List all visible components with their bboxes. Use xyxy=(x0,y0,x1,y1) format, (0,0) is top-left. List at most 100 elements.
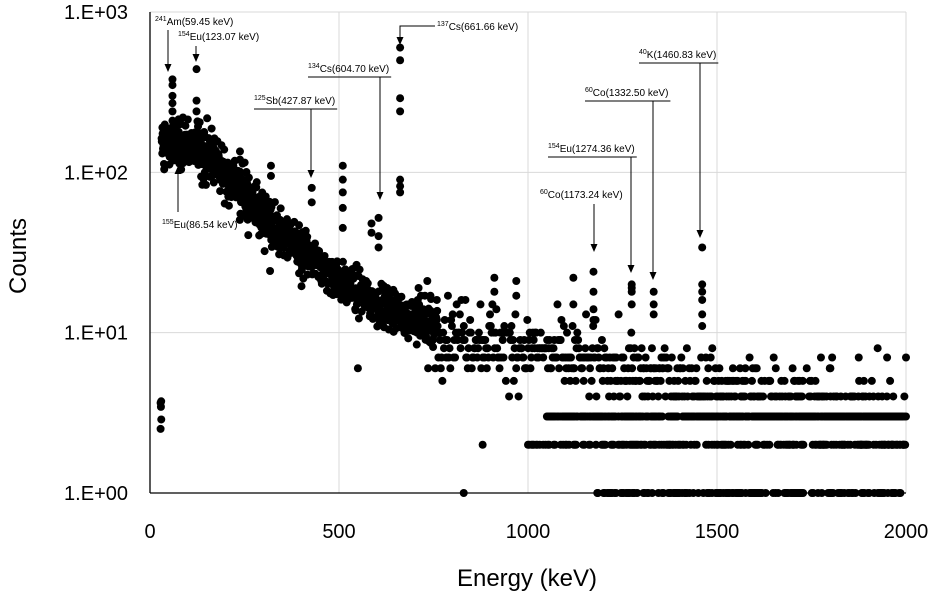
data-point xyxy=(900,440,909,449)
y-tick-label: 1.E+02 xyxy=(64,162,128,184)
peak-point xyxy=(168,75,177,84)
data-point xyxy=(443,336,452,345)
data-point xyxy=(692,364,701,373)
data-point xyxy=(303,243,312,252)
peak-point xyxy=(168,99,177,108)
y-tick-label: 1.E+01 xyxy=(64,323,128,345)
data-point xyxy=(630,344,639,353)
data-point xyxy=(797,392,806,401)
data-point xyxy=(529,336,538,345)
y-tick-label: 1.E+03 xyxy=(64,2,128,24)
data-point xyxy=(203,114,212,123)
annotation-arrow-line xyxy=(399,25,435,37)
data-point xyxy=(704,364,713,373)
peak-point xyxy=(396,188,405,197)
x-axis-title: Energy (keV) xyxy=(457,565,597,592)
data-point xyxy=(495,364,504,373)
data-point xyxy=(418,328,427,337)
annotation-arrow-head xyxy=(627,265,635,273)
peak-point xyxy=(490,287,499,296)
data-point xyxy=(262,229,271,238)
data-point xyxy=(247,209,256,218)
data-point xyxy=(436,364,445,373)
peak-point xyxy=(235,155,244,164)
data-point xyxy=(766,376,775,385)
data-point xyxy=(333,257,342,266)
data-point xyxy=(706,353,715,362)
data-point xyxy=(708,344,717,353)
peak-point xyxy=(168,81,177,90)
data-point xyxy=(828,353,837,362)
data-point xyxy=(286,225,295,234)
data-point xyxy=(476,300,485,309)
data-point xyxy=(466,315,475,324)
data-point xyxy=(509,376,518,385)
data-point xyxy=(175,120,184,129)
data-point xyxy=(636,376,645,385)
data-point xyxy=(433,322,442,331)
peak-point xyxy=(168,107,177,116)
data-point xyxy=(550,440,559,449)
data-point xyxy=(593,344,602,353)
data-point xyxy=(474,344,483,353)
data-point xyxy=(741,364,750,373)
annotation-arrow-line xyxy=(548,156,637,265)
data-point xyxy=(486,310,495,319)
data-point xyxy=(619,353,628,362)
data-point xyxy=(658,412,667,421)
data-point xyxy=(557,315,566,324)
data-point xyxy=(568,322,577,331)
peak-annotations: 241Am(59.45 keV) 154Eu(123.07 keV) 137Cs(6… xyxy=(155,16,719,280)
data-point xyxy=(549,344,558,353)
data-point xyxy=(571,376,580,385)
peak-point xyxy=(589,267,598,276)
data-point xyxy=(174,127,183,136)
data-point xyxy=(678,364,687,373)
peak-label: 60Co(1173.24 keV) xyxy=(540,189,623,201)
data-point xyxy=(183,115,192,124)
data-point xyxy=(826,364,835,373)
data-point xyxy=(209,142,218,151)
peak-point xyxy=(698,280,707,289)
data-point xyxy=(439,344,448,353)
data-point xyxy=(354,314,363,323)
peak-point xyxy=(512,291,521,300)
data-point xyxy=(193,117,202,126)
data-point xyxy=(612,353,621,362)
peak-point xyxy=(490,273,499,282)
data-point xyxy=(581,344,590,353)
peak-point xyxy=(266,171,275,180)
data-point xyxy=(816,353,825,362)
data-point xyxy=(873,344,882,353)
data-point xyxy=(473,353,482,362)
data-point xyxy=(501,376,510,385)
annotation-arrow-head xyxy=(696,230,704,238)
annotation-arrow-head xyxy=(396,37,404,45)
data-point xyxy=(270,198,279,207)
data-point xyxy=(556,336,565,345)
data-point xyxy=(902,353,910,362)
data-point xyxy=(608,364,617,373)
peak-point xyxy=(396,182,405,191)
data-point xyxy=(440,315,449,324)
data-point xyxy=(623,392,632,401)
data-point xyxy=(609,392,618,401)
data-point xyxy=(574,336,583,345)
data-point xyxy=(682,344,691,353)
data-point xyxy=(507,322,516,331)
annotation-arrow-head xyxy=(376,192,384,200)
data-point xyxy=(426,291,435,300)
data-point xyxy=(477,364,486,373)
data-point xyxy=(220,145,229,154)
data-point xyxy=(481,336,490,345)
x-tick-label: 1000 xyxy=(506,521,551,543)
data-point xyxy=(363,279,372,288)
data-point xyxy=(566,376,575,385)
data-point xyxy=(411,305,420,314)
data-point xyxy=(461,295,470,304)
data-point xyxy=(799,440,808,449)
data-point xyxy=(512,364,521,373)
annotation-arrow-head xyxy=(164,64,172,72)
data-point xyxy=(741,376,750,385)
